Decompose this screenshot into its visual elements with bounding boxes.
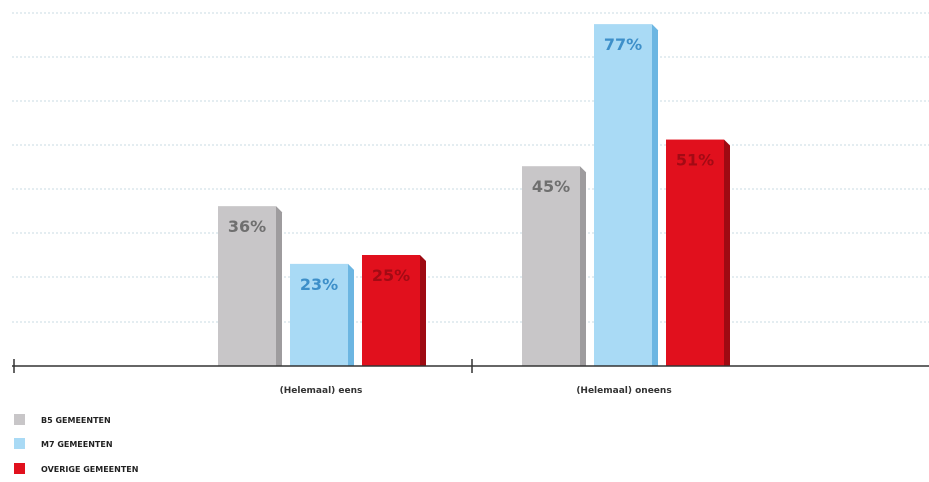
legend-label-0: B5 GEMEENTEN (41, 416, 111, 425)
legend-label-1: M7 GEMEENTEN (41, 440, 113, 449)
value-label-0-1: 45% (532, 177, 570, 196)
bar-0-1-side (580, 166, 586, 366)
value-label-1-1: 77% (604, 35, 642, 54)
value-label-0-0: 36% (228, 217, 266, 236)
bar-1-0 (290, 263, 348, 366)
bar-2-0 (362, 255, 420, 366)
legend-swatch-2 (14, 463, 25, 474)
bar-1-0-side (348, 263, 354, 366)
bar-0-0-side (276, 206, 282, 366)
value-label-2-1: 51% (676, 151, 714, 170)
bar-0-0 (218, 206, 276, 366)
category-label-0: (Helemaal) eens (280, 386, 363, 396)
bar-0-1 (522, 166, 580, 366)
bar-2-1 (666, 139, 724, 366)
legend-swatch-1 (14, 438, 25, 449)
bar-2-0-side (420, 255, 426, 366)
value-label-2-0: 25% (372, 266, 410, 285)
category-label-1: (Helemaal) oneens (576, 386, 671, 396)
value-label-1-0: 23% (300, 275, 338, 294)
bar-1-1-side (652, 24, 658, 367)
bar-1-1 (594, 24, 652, 367)
bar-2-1-side (724, 139, 730, 366)
legend-swatch-0 (14, 414, 25, 425)
legend-label-2: OVERIGE GEMEENTEN (41, 465, 138, 474)
